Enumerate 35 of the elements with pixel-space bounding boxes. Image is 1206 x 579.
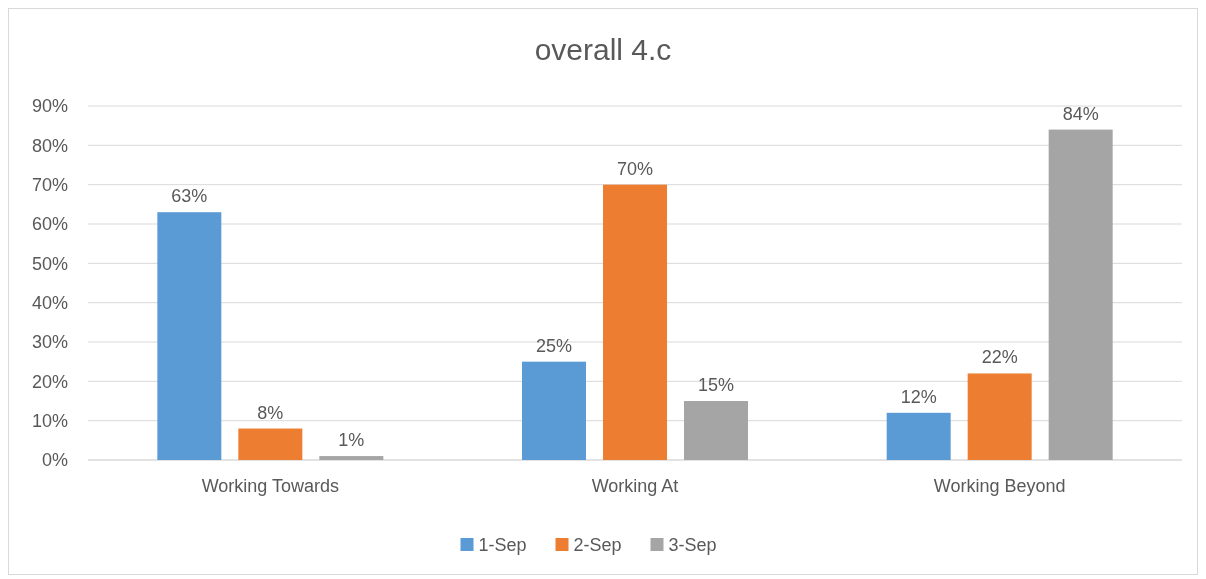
x-tick-label: Working At [591,476,679,496]
x-tick-label: Working Towards [201,476,340,496]
y-tick-label: 70% [31,174,68,195]
bar [157,212,222,460]
bar [238,428,303,460]
bar [684,401,748,460]
y-tick-label: 80% [31,135,68,156]
data-label: 63% [171,186,208,207]
bar [522,361,586,460]
legend-label: 2-Sep [573,535,622,556]
data-label: 15% [697,375,735,395]
data-label: 22% [981,347,1018,368]
y-tick-label: 10% [31,410,68,431]
chart-title: overall 4.c [534,33,672,66]
bar [886,412,951,460]
bar [319,456,384,460]
y-tick-label: 60% [31,214,68,235]
data-label: 70% [616,158,654,179]
y-tick-label: 30% [31,332,68,353]
data-label: 25% [535,335,573,356]
y-tick-label: 0% [41,450,68,471]
y-tick-label: 20% [31,371,68,392]
bar [1048,129,1113,460]
data-label: 84% [1062,103,1099,124]
bar [603,184,667,460]
y-tick-label: 40% [31,292,68,313]
data-label: 8% [257,402,284,423]
y-tick-label: 90% [31,96,68,117]
x-tick-label: Working Beyond [933,476,1066,496]
legend-label: 1-Sep [478,535,527,556]
data-label: 1% [338,430,365,451]
bar [967,373,1032,460]
y-tick-label: 50% [31,253,68,274]
data-label: 12% [900,386,937,407]
legend-label: 3-Sep [668,535,717,556]
